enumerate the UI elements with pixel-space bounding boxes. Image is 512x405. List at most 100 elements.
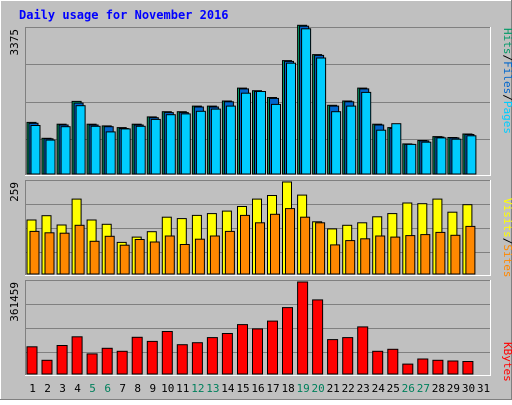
bar-kbytes-day-7 [116,350,128,375]
bar-sites-day-17 [270,213,280,275]
bar-kbytes-day-20 [312,299,324,375]
bar-pages-day-14 [225,105,236,175]
bar-kbytes-day-11 [176,344,188,375]
bar-pages-day-16 [256,91,266,175]
bar-sites-day-24 [375,235,386,275]
x-tick-label-day-28: 28 [432,382,445,395]
bar-sites-day-8 [134,239,145,275]
x-tick-label-day-14: 14 [221,382,235,395]
bar-pages-day-8 [135,125,146,175]
bar-pages-day-3 [60,126,71,175]
bar-kbytes-day-13 [206,337,218,375]
bar-pages-day-19 [301,28,312,175]
legend-separator: / [501,94,512,101]
bar-sites-day-12 [194,238,205,275]
bar-sites-day-23 [360,238,371,275]
bar-kbytes-day-8 [131,336,143,375]
bar-pages-day-24 [376,129,387,175]
x-tick-label-day-27: 27 [417,382,430,395]
x-tick-label-day-6: 6 [104,382,111,395]
bar-kbytes-day-5 [86,353,98,375]
panel-1-legend: Hits/Files/Pages [501,28,512,134]
x-tick-label-day-26: 26 [402,382,415,395]
panel-3-legend: KBytes [501,342,512,382]
bar-sites-day-2 [44,232,55,275]
x-tick-label-day-30: 30 [462,382,475,395]
bar-sites-day-28 [435,231,446,275]
bar-pages-day-10 [165,114,176,175]
bar-sites-day-30 [465,225,476,275]
x-tick-label-day-20: 20 [311,382,324,395]
legend-entry: Sites [501,244,512,277]
x-tick-label-day-4: 4 [74,382,81,395]
chart-title: Daily usage for November 2016 [19,8,229,22]
legend-entry: Hits [501,28,512,55]
bar-kbytes-day-27 [417,358,429,375]
bar-pages-day-22 [346,105,357,175]
bar-kbytes-day-2 [41,359,53,375]
bar-kbytes-day-30 [462,361,474,375]
bar-kbytes-day-29 [447,360,459,375]
bar-kbytes-day-9 [146,340,158,375]
bar-kbytes-day-14 [221,333,233,375]
legend-entry: KBytes [501,342,512,382]
bar-sites-day-5 [89,240,100,275]
legend-entry: Visits [501,198,512,238]
bar-pages-day-18 [286,62,296,175]
bar-kbytes-day-26 [402,363,414,375]
bar-pages-day-1 [30,125,41,175]
bar-kbytes-day-1 [26,346,38,375]
bar-pages-day-30 [466,135,477,175]
bar-kbytes-day-3 [56,345,68,375]
legend-entry: Pages [501,101,512,134]
x-tick-label-day-12: 12 [191,382,204,395]
bar-sites-day-14 [224,230,235,275]
x-tick-label-day-10: 10 [161,382,174,395]
bar-sites-day-15 [240,214,250,275]
bar-sites-day-9 [149,241,160,275]
bar-pages-day-4 [75,105,86,175]
bar-pages-day-20 [316,57,327,175]
bar-sites-day-10 [164,235,175,275]
bar-pages-day-12 [195,110,206,175]
bar-pages-day-5 [90,125,101,175]
bar-pages-day-2 [45,139,56,175]
bar-sites-day-25 [390,236,401,275]
x-tick-label-day-1: 1 [29,382,36,395]
x-tick-label-day-25: 25 [387,382,400,395]
x-tick-label-day-8: 8 [134,382,141,395]
bar-kbytes-day-25 [387,348,399,375]
x-tick-label-day-3: 3 [59,382,66,395]
chart-labels: 3375Hits/Files/Pages259Visits/Sites36145… [8,28,512,395]
bar-pages-day-7 [120,128,131,175]
x-tick-label-day-9: 9 [149,382,156,395]
bar-kbytes-day-6 [101,347,113,375]
bar-sites-day-19 [300,216,311,275]
x-tick-label-day-5: 5 [89,382,96,395]
x-tick-label-day-31: 31 [477,382,490,395]
bar-kbytes-day-19 [297,281,309,375]
panel-3-ymax-label: 361459 [8,282,21,322]
x-tick-label-day-21: 21 [327,382,340,395]
bar-sites-day-26 [405,235,416,275]
x-tick-label-day-23: 23 [357,382,370,395]
bar-pages-day-29 [451,138,462,175]
bar-sites-day-20 [315,222,326,275]
x-tick-label-day-18: 18 [281,382,294,395]
bar-pages-day-25 [391,123,402,175]
bar-kbytes-day-17 [267,320,278,375]
bar-sites-day-6 [104,235,115,275]
bar-pages-day-13 [210,108,221,175]
x-tick-label-day-15: 15 [236,382,249,395]
chart-marks [26,24,477,375]
x-tick-label-day-29: 29 [447,382,460,395]
bar-sites-day-22 [345,240,356,275]
bar-pages-day-15 [241,92,251,175]
x-tick-label-day-7: 7 [119,382,126,395]
bar-sites-day-7 [119,244,130,275]
bar-sites-day-18 [285,208,295,275]
bar-kbytes-day-18 [282,307,293,375]
x-tick-label-day-16: 16 [251,382,264,395]
